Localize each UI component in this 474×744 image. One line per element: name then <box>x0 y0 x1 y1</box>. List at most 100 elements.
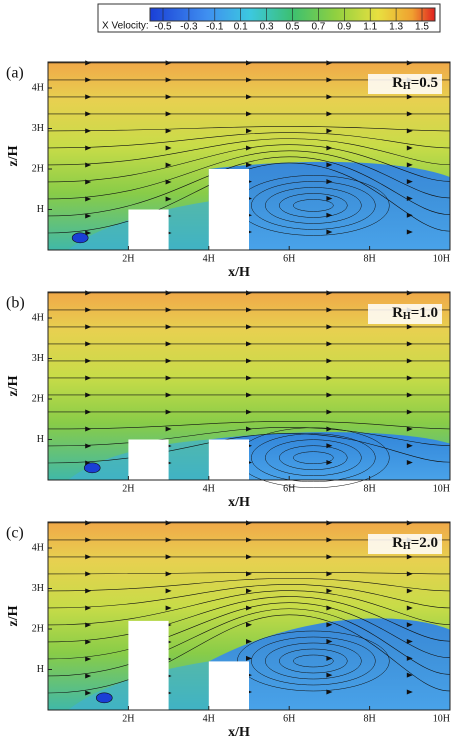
arrow <box>406 639 413 645</box>
arrow <box>165 375 172 381</box>
arrow <box>406 229 413 235</box>
arrow <box>246 94 252 100</box>
arrow <box>165 145 172 151</box>
x-tick-label: 10H <box>433 253 450 264</box>
y-tick-label: 3H <box>32 123 44 134</box>
arrow <box>326 128 333 134</box>
arrow <box>246 554 252 560</box>
arrow <box>165 179 172 185</box>
y-tick-label: H <box>37 664 44 675</box>
arrow <box>246 537 252 543</box>
x-tick-label: 6H <box>283 713 295 724</box>
arrow <box>165 128 172 134</box>
x-tick-label: 4H <box>203 253 215 264</box>
streamline <box>47 584 451 609</box>
arrow <box>85 443 92 449</box>
arrow <box>406 179 413 185</box>
annotation: RH=0.5 <box>392 75 438 92</box>
y-tick-label: 2H <box>32 623 44 634</box>
annotation-value: =0.5 <box>411 75 438 91</box>
arrow <box>165 554 172 560</box>
arrow <box>326 426 333 432</box>
arrow <box>85 409 92 415</box>
arrow <box>326 195 333 201</box>
arrow <box>165 162 172 168</box>
vortex <box>265 187 362 224</box>
annotation-symbol: R <box>392 535 403 551</box>
vortex <box>265 439 362 476</box>
arrow <box>85 673 92 679</box>
arrow <box>85 128 92 134</box>
colorbar-tick-label: 0.3 <box>260 22 274 33</box>
y-tick-label: 4H <box>32 82 44 93</box>
arrow <box>406 655 413 661</box>
arrow <box>246 392 252 398</box>
arrow <box>85 230 92 236</box>
arrow <box>165 588 172 594</box>
vortex <box>293 451 334 464</box>
arrow <box>326 145 333 151</box>
arrow <box>246 571 252 577</box>
panel-label: (b) <box>6 295 25 312</box>
arrow <box>326 554 333 560</box>
arrow <box>326 392 333 398</box>
arrow <box>406 443 413 449</box>
arrow <box>406 571 413 577</box>
arrow <box>85 307 92 313</box>
vortex <box>293 654 334 668</box>
arrow <box>406 94 413 100</box>
x-tick-label: 2H <box>122 713 134 724</box>
arrow <box>406 392 413 398</box>
arrow <box>406 375 413 381</box>
colorbar-tick-label: 0.5 <box>286 22 300 33</box>
arrow <box>165 196 172 202</box>
annotation-box <box>368 534 442 554</box>
arrow <box>406 162 413 168</box>
annotation-value: =2.0 <box>411 535 438 551</box>
arrow <box>165 426 172 432</box>
vortex-core <box>71 232 89 244</box>
arrow <box>246 375 252 381</box>
streamline <box>47 132 451 149</box>
arrow <box>85 179 92 185</box>
x-tick-label: 2H <box>122 483 134 494</box>
arrow <box>406 605 413 611</box>
vortex <box>251 636 376 686</box>
panel-label: (c) <box>6 525 24 542</box>
arrow <box>246 145 252 151</box>
arrow <box>246 111 252 117</box>
arrow <box>85 426 92 432</box>
y-axis-label: z/H <box>6 145 21 166</box>
building <box>208 169 249 250</box>
vortex-core <box>83 462 101 474</box>
annotation-box <box>368 304 442 324</box>
arrow <box>165 307 172 313</box>
x-tick-label: 8H <box>363 713 375 724</box>
arrow <box>326 162 333 168</box>
arrow <box>326 460 333 466</box>
arrow <box>326 639 333 645</box>
colorbar-title: X Velocity: <box>102 21 149 32</box>
arrow <box>406 195 413 201</box>
arrow <box>406 111 413 117</box>
annotation: RH=2.0 <box>392 535 438 552</box>
arrow <box>406 672 413 678</box>
arrow <box>326 229 333 235</box>
colorbar-tick-label: 0.9 <box>337 22 351 33</box>
arrow <box>85 111 92 117</box>
y-tick-label: H <box>37 434 44 445</box>
arrow <box>406 554 413 560</box>
vortex <box>237 630 390 692</box>
streamline <box>47 138 451 166</box>
arrow <box>85 375 92 381</box>
y-tick-label: 4H <box>32 312 44 323</box>
arrow <box>85 145 92 151</box>
vortex <box>251 181 376 230</box>
vortex <box>251 433 376 482</box>
arrow <box>406 622 413 628</box>
annotation: RH=1.0 <box>392 305 438 322</box>
annotation-symbol: R <box>392 305 403 321</box>
streamline <box>47 590 451 626</box>
arrow <box>165 94 172 100</box>
arrow <box>406 588 413 594</box>
